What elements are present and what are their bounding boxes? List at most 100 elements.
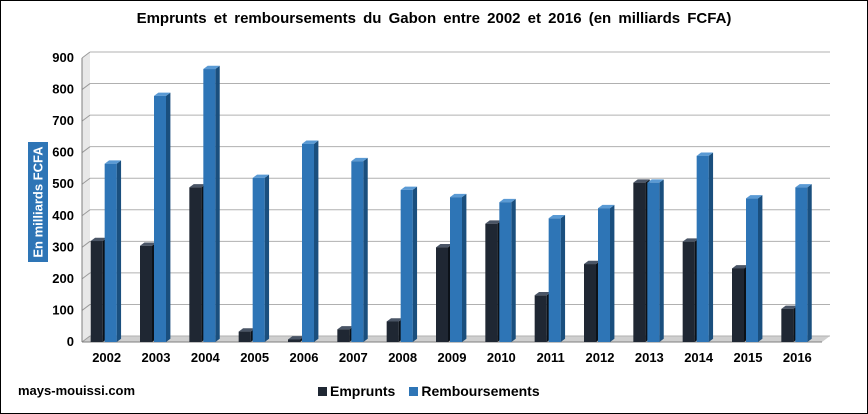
- y-tick-label: 400: [52, 208, 74, 223]
- bar-top: [189, 184, 206, 188]
- bar-top: [140, 242, 157, 246]
- bar-remboursements: [450, 197, 462, 342]
- bar-emprunts: [534, 295, 547, 342]
- legend-label-remboursements: Remboursements: [421, 383, 540, 399]
- bar-top: [696, 152, 714, 156]
- y-tick-label: 200: [52, 271, 74, 286]
- bar-remboursements: [104, 163, 117, 342]
- bar-side: [264, 174, 270, 342]
- bar-remboursements: [746, 198, 758, 342]
- bar-top: [781, 305, 798, 309]
- bar-side: [758, 195, 763, 342]
- legend-label-emprunts: Emprunts: [330, 383, 396, 399]
- gridline-diagonal: [81, 146, 91, 154]
- bar-top: [485, 220, 502, 224]
- bar-top: [633, 179, 650, 183]
- y-axis-label: En milliards FCFA: [28, 142, 48, 262]
- bar-emprunts: [485, 223, 498, 342]
- bar-remboursements: [696, 155, 709, 342]
- bar-side: [116, 160, 122, 342]
- x-tick-label: 2007: [339, 350, 368, 365]
- bar-emprunts: [386, 321, 399, 342]
- bar-side: [610, 204, 615, 342]
- bar-top: [400, 186, 418, 190]
- bar-side: [314, 140, 319, 342]
- bar-top: [450, 193, 467, 198]
- bar-top: [598, 204, 615, 209]
- bar-emprunts: [140, 245, 152, 342]
- bar-top: [746, 195, 763, 199]
- bar-side: [462, 193, 467, 342]
- bar-remboursements: [598, 208, 610, 342]
- bar-emprunts: [584, 264, 596, 342]
- bar-remboursements: [647, 182, 660, 342]
- bar-top: [682, 238, 700, 242]
- left-wall: [82, 52, 90, 342]
- y-tick-label: 100: [52, 302, 74, 317]
- x-tick-label: 2003: [142, 350, 171, 365]
- bar-side: [511, 198, 516, 342]
- x-tick-label: 2008: [388, 350, 417, 365]
- bar-top: [90, 237, 108, 242]
- y-tick-label: 300: [52, 239, 74, 254]
- bar-emprunts: [189, 187, 202, 342]
- bar-side: [560, 215, 566, 342]
- bar-remboursements: [548, 218, 561, 342]
- y-tick-label: 900: [52, 50, 74, 65]
- chart-title: Emprunts et remboursements du Gabon entr…: [136, 10, 732, 27]
- bar-emprunts: [682, 241, 695, 342]
- bar-top: [386, 318, 404, 322]
- x-tick-label: 2011: [537, 350, 565, 365]
- x-tick-label: 2005: [240, 350, 269, 365]
- bar-side: [807, 184, 812, 342]
- bar-top: [351, 157, 368, 162]
- gridline-diagonal: [81, 272, 91, 280]
- legend-swatch-remboursements: [409, 386, 419, 396]
- bar-top: [238, 328, 256, 332]
- bar-top: [647, 179, 664, 183]
- legend-swatch-emprunts: [318, 386, 327, 396]
- bar-side: [363, 157, 368, 342]
- bar-emprunts: [337, 329, 350, 342]
- bar-remboursements: [302, 143, 314, 342]
- y-tick-label: 500: [52, 176, 74, 191]
- bar-side: [412, 186, 418, 342]
- bar-remboursements: [203, 69, 216, 343]
- x-tick-label: 2004: [191, 350, 221, 365]
- bar-remboursements: [795, 187, 808, 342]
- y-tick-label: 600: [52, 145, 74, 160]
- x-tick-label: 2016: [783, 350, 812, 365]
- legend-item-remboursements: Remboursements: [409, 383, 540, 399]
- gridline-diagonal: [81, 209, 91, 217]
- gridline-diagonal: [81, 51, 91, 59]
- bar-side: [659, 179, 664, 342]
- bar-remboursements: [252, 177, 265, 342]
- legend-item-emprunts: Emprunts: [318, 383, 395, 399]
- bar-top: [154, 92, 171, 96]
- bar-remboursements: [400, 189, 413, 342]
- bar-remboursements: [154, 95, 166, 342]
- chart-legend: Emprunts Remboursements: [318, 383, 554, 399]
- bar-top: [302, 140, 319, 144]
- bar-emprunts: [633, 182, 646, 342]
- x-tick-label: 2012: [586, 350, 615, 365]
- source-credit: mays-mouissi.com: [18, 383, 136, 398]
- bar-emprunts: [238, 331, 251, 342]
- bar-emprunts: [90, 241, 103, 342]
- x-tick-label: 2006: [290, 350, 319, 365]
- y-tick-label: 0: [67, 334, 74, 349]
- bar-top: [584, 260, 601, 265]
- gridline-diagonal: [81, 335, 91, 343]
- x-tick-label: 2014: [684, 350, 714, 365]
- bar-top: [548, 215, 566, 219]
- bar-remboursements: [351, 161, 364, 342]
- bar-emprunts: [436, 247, 448, 342]
- x-tick-label: 2009: [438, 350, 467, 365]
- bar-top: [732, 265, 749, 269]
- bar-top: [795, 184, 812, 188]
- y-tick-label: 700: [52, 113, 74, 128]
- y-tick-label: 800: [52, 82, 74, 97]
- gridline-diagonal: [81, 177, 91, 185]
